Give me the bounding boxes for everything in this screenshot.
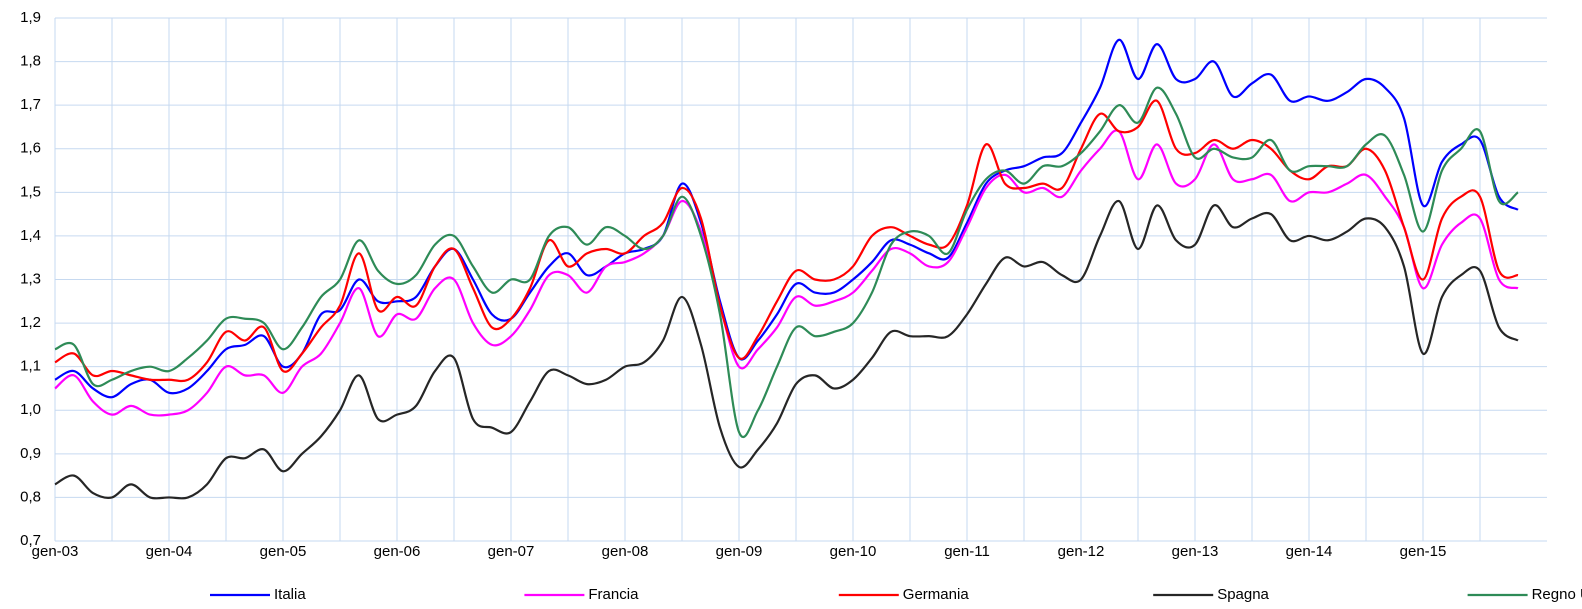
x-tick-label: gen-07 (488, 543, 535, 560)
x-tick-label: gen-04 (146, 543, 193, 560)
x-tick-label: gen-05 (260, 543, 307, 560)
y-tick-label: 1,0 (20, 401, 41, 418)
legend-label: Italia (274, 586, 306, 603)
x-tick-label: gen-15 (1400, 543, 1447, 560)
y-tick-label: 0,7 (20, 532, 41, 549)
legend-label: Regno Unito (1532, 586, 1582, 603)
series-line (54, 99, 1519, 383)
y-tick-label: 1,8 (20, 53, 41, 70)
x-tick-label: gen-13 (1172, 543, 1219, 560)
y-tick-label: 1,3 (20, 270, 41, 287)
legend-label: Germania (903, 586, 970, 603)
y-tick-label: 1,1 (20, 358, 41, 375)
legend-label: Francia (588, 586, 639, 603)
y-tick-label: 1,9 (20, 9, 41, 26)
y-tick-label: 1,2 (20, 314, 41, 331)
y-tick-label: 1,6 (20, 140, 41, 157)
series-line (54, 199, 1519, 500)
y-tick-label: 1,5 (20, 183, 41, 200)
x-tick-label: gen-06 (374, 543, 421, 560)
x-tick-label: gen-14 (1286, 543, 1333, 560)
series-line (54, 129, 1519, 417)
y-tick-label: 0,8 (20, 488, 41, 505)
y-tick-label: 1,4 (20, 227, 41, 244)
x-tick-label: gen-08 (602, 543, 649, 560)
legend-label: Spagna (1217, 586, 1269, 603)
x-tick-label: gen-03 (32, 543, 79, 560)
x-tick-label: gen-09 (716, 543, 763, 560)
x-tick-label: gen-10 (830, 543, 877, 560)
series-line (54, 86, 1519, 439)
x-tick-label: gen-11 (944, 543, 990, 560)
y-tick-label: 0,9 (20, 445, 41, 462)
y-tick-label: 1,7 (20, 96, 41, 113)
x-tick-label: gen-12 (1058, 543, 1105, 560)
